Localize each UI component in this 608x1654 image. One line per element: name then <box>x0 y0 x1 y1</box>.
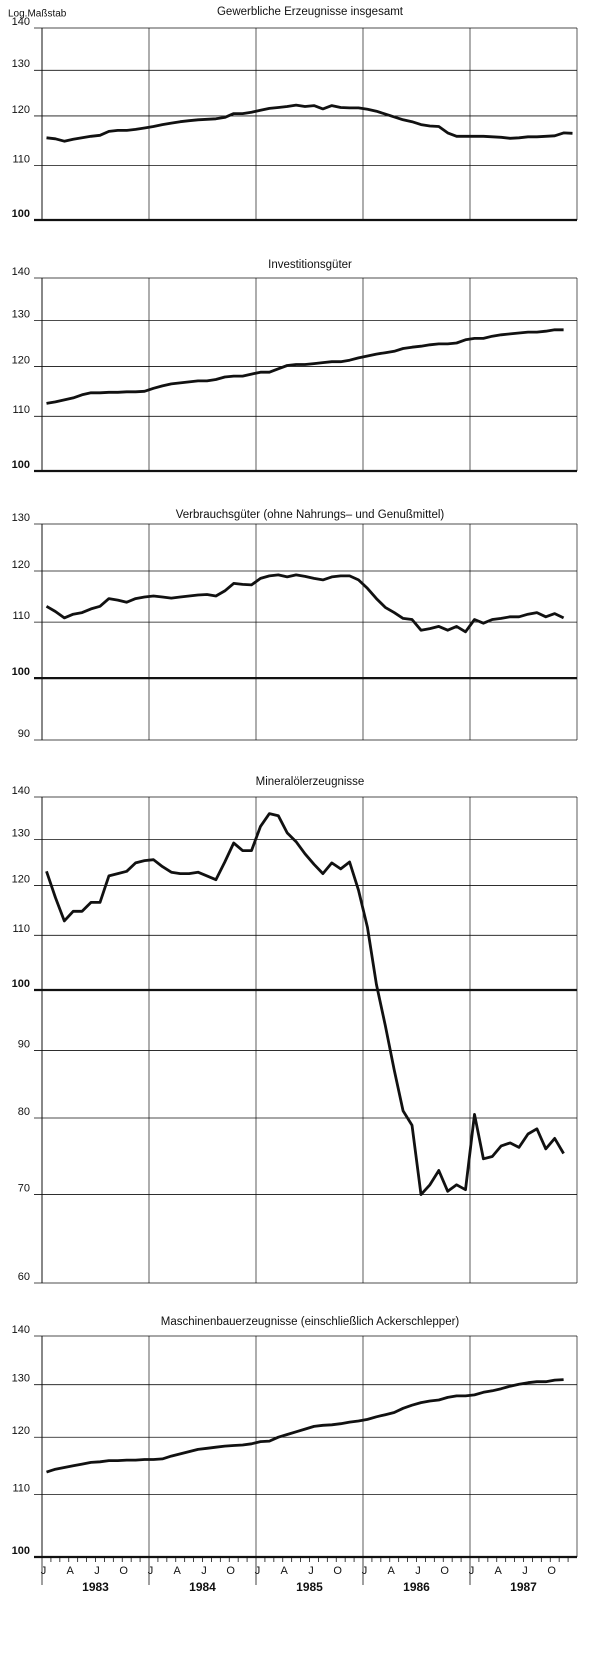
data-line <box>46 103 573 143</box>
x-tick-label: J <box>201 1565 207 1577</box>
y-tick-label: 120 <box>12 559 30 571</box>
y-tick-label: 130 <box>12 308 30 320</box>
x-tick-label: J <box>522 1565 528 1577</box>
x-tick-label: O <box>440 1565 449 1577</box>
chart-title: Gewerbliche Erzeugnisse insgesamt <box>217 6 404 18</box>
x-tick-label: J <box>41 1565 47 1577</box>
y-tick-label: 100 <box>12 978 30 990</box>
y-tick-label: 60 <box>18 1271 30 1283</box>
x-tick-label: J <box>94 1565 100 1577</box>
y-tick-label: 140 <box>12 785 30 797</box>
year-label: 1986 <box>403 1580 430 1594</box>
x-tick-label: J <box>148 1565 154 1577</box>
chart-title: Mineralölerzeugnisse <box>256 776 365 788</box>
y-tick-label: 120 <box>12 354 30 366</box>
x-tick-label: O <box>226 1565 235 1577</box>
year-label: 1984 <box>189 1580 216 1594</box>
y-tick-label: 120 <box>12 1425 30 1437</box>
x-tick-label: O <box>547 1565 556 1577</box>
x-tick-label: A <box>281 1565 289 1577</box>
data-line <box>45 812 565 1196</box>
y-tick-label: 110 <box>12 1482 30 1494</box>
y-tick-label: 70 <box>18 1182 30 1194</box>
x-tick-label: O <box>119 1565 128 1577</box>
y-tick-label: 140 <box>12 266 30 278</box>
y-tick-label: 140 <box>12 1324 30 1336</box>
x-tick-label: J <box>469 1565 475 1577</box>
x-tick-label: A <box>174 1565 182 1577</box>
year-label: 1987 <box>510 1580 537 1594</box>
y-tick-label: 130 <box>12 58 30 70</box>
x-tick-label: O <box>333 1565 342 1577</box>
year-label: 1985 <box>296 1580 323 1594</box>
y-tick-label: 80 <box>18 1106 30 1118</box>
data-line <box>46 1378 564 1474</box>
y-tick-label: 100 <box>12 208 30 220</box>
y-tick-label: 110 <box>12 404 30 416</box>
x-tick-label: J <box>255 1565 261 1577</box>
chart-title: Verbrauchsgüter (ohne Nahrungs– und Genu… <box>176 509 445 521</box>
y-tick-label: 130 <box>12 512 30 524</box>
y-tick-label: 120 <box>12 873 30 885</box>
y-tick-label: 100 <box>12 666 30 678</box>
chart-title: Maschinenbauerzeugnisse (einschließlich … <box>161 1316 460 1328</box>
data-line <box>45 573 565 634</box>
y-tick-label: 90 <box>18 728 30 740</box>
x-tick-label: A <box>495 1565 503 1577</box>
y-tick-label: 110 <box>12 154 30 166</box>
data-line <box>46 328 564 405</box>
y-tick-label: 90 <box>18 1038 30 1050</box>
x-tick-label: J <box>362 1565 368 1577</box>
chart-title: Investitionsgüter <box>268 259 352 271</box>
y-tick-label: 130 <box>12 827 30 839</box>
x-tick-label: A <box>388 1565 396 1577</box>
x-tick-label: J <box>308 1565 314 1577</box>
y-tick-label: 110 <box>12 923 30 935</box>
y-tick-label: 100 <box>12 459 30 471</box>
y-tick-label: 130 <box>12 1373 30 1385</box>
y-tick-label: 110 <box>12 610 30 622</box>
y-tick-label: 120 <box>12 104 30 116</box>
year-label: 1983 <box>82 1580 109 1594</box>
y-axis-label: Log.Maßstab <box>8 9 67 20</box>
x-tick-label: J <box>415 1565 421 1577</box>
y-tick-label: 140 <box>12 16 30 28</box>
y-tick-label: 100 <box>12 1545 30 1557</box>
x-tick-label: A <box>67 1565 75 1577</box>
